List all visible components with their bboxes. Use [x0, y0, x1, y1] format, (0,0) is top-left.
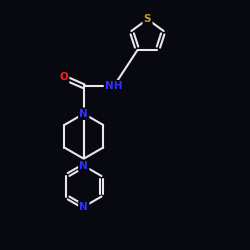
Text: N: N — [80, 202, 88, 212]
Text: N: N — [80, 109, 88, 119]
Text: N: N — [80, 161, 88, 171]
Text: NH: NH — [105, 81, 122, 91]
Text: O: O — [60, 72, 68, 83]
Text: S: S — [144, 14, 151, 24]
